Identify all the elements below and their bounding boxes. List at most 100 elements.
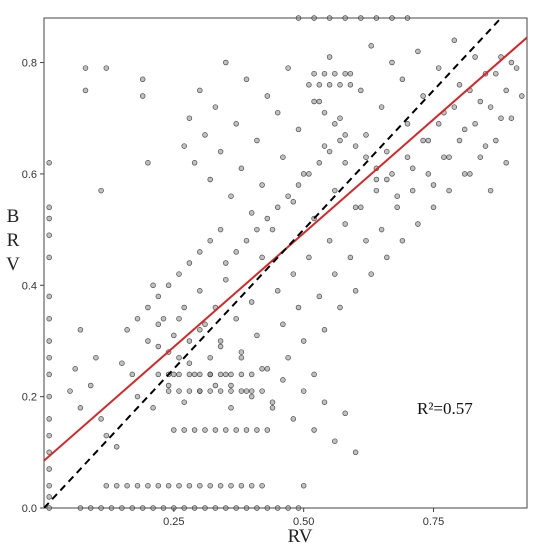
data-point <box>456 137 463 144</box>
data-point <box>259 482 265 489</box>
data-point <box>290 416 297 422</box>
data-point <box>155 293 162 300</box>
data-point <box>274 109 281 116</box>
data-point <box>487 187 494 194</box>
data-point <box>46 432 52 439</box>
data-point <box>82 65 89 71</box>
data-point <box>254 137 260 144</box>
data-point <box>290 271 297 277</box>
data-point <box>233 315 239 322</box>
data-point <box>202 427 208 433</box>
data-point <box>217 148 224 155</box>
data-point <box>191 427 198 433</box>
data-point <box>181 143 187 149</box>
data-point <box>332 187 338 194</box>
data-point <box>134 393 141 400</box>
x-axis-title: RV <box>288 526 313 547</box>
lines-layer <box>44 18 527 508</box>
data-point <box>274 204 281 211</box>
y-axis-title-letter: R <box>7 230 20 251</box>
data-point <box>295 304 302 311</box>
data-point <box>238 349 245 355</box>
data-point <box>254 332 260 339</box>
data-point <box>165 282 172 289</box>
data-point <box>145 304 151 311</box>
data-point <box>451 104 458 110</box>
data-point <box>103 482 110 489</box>
data-point <box>498 115 504 121</box>
data-point <box>404 154 411 160</box>
data-point <box>98 416 104 422</box>
data-point <box>238 165 245 172</box>
y-axis-title-letter: V <box>6 254 20 275</box>
data-point <box>217 482 224 489</box>
data-point <box>290 199 297 205</box>
data-point <box>451 37 458 44</box>
data-point <box>176 315 182 322</box>
data-point <box>202 132 208 138</box>
data-point <box>155 482 162 489</box>
data-point <box>332 70 338 77</box>
data-point <box>300 338 307 344</box>
data-point <box>326 54 333 60</box>
data-point <box>389 171 395 177</box>
data-point <box>191 371 198 378</box>
data-point <box>217 226 224 233</box>
data-point <box>129 505 136 511</box>
data-point <box>197 288 203 294</box>
data-point <box>124 327 130 333</box>
data-point <box>394 193 400 199</box>
data-point <box>98 505 104 511</box>
data-point <box>228 482 234 489</box>
data-point <box>139 76 146 83</box>
data-point <box>248 393 255 400</box>
data-point <box>207 237 213 244</box>
data-point <box>46 416 52 422</box>
data-point <box>295 505 302 511</box>
data-point <box>332 121 338 127</box>
data-point <box>441 154 447 160</box>
data-point <box>337 137 343 144</box>
y-tick-label: 0.4 <box>22 280 37 292</box>
data-point <box>269 226 276 233</box>
data-point <box>285 354 291 361</box>
data-point <box>171 427 177 433</box>
data-point <box>207 176 213 183</box>
data-point <box>274 505 281 511</box>
data-point <box>295 15 302 21</box>
data-point <box>228 382 234 389</box>
data-point <box>280 321 286 328</box>
data-point <box>259 366 265 372</box>
data-point <box>248 388 255 394</box>
data-point <box>243 388 250 394</box>
data-point <box>46 160 52 166</box>
data-point <box>347 70 354 77</box>
data-point <box>46 482 52 489</box>
data-point <box>399 237 406 244</box>
plot-frame <box>43 17 528 509</box>
data-point <box>409 187 416 194</box>
data-point <box>342 160 348 166</box>
data-point <box>207 354 213 361</box>
data-point <box>352 288 359 294</box>
data-point <box>425 171 432 177</box>
data-point <box>264 505 271 511</box>
data-point <box>186 388 193 394</box>
data-point <box>129 371 136 378</box>
data-point <box>321 70 328 77</box>
data-point <box>46 505 52 511</box>
data-point <box>254 427 260 433</box>
data-point <box>295 126 302 133</box>
data-point <box>233 121 239 127</box>
data-point <box>456 82 463 88</box>
data-point <box>472 54 478 60</box>
data-point <box>197 482 203 489</box>
data-point <box>46 449 52 456</box>
data-point <box>389 15 395 21</box>
data-point <box>119 360 125 366</box>
data-point <box>223 371 229 378</box>
data-point <box>373 187 380 194</box>
data-point <box>46 293 52 300</box>
data-point <box>378 226 385 233</box>
data-point <box>108 505 115 511</box>
